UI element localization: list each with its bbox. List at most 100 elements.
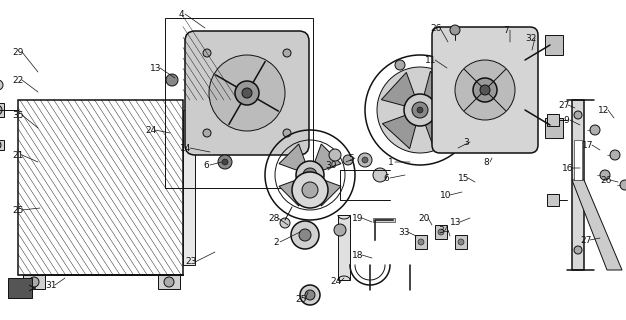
Circle shape: [303, 168, 317, 182]
Circle shape: [307, 172, 313, 178]
Bar: [165, 18, 313, 188]
Text: 35: 35: [13, 110, 24, 119]
Bar: [8, 278, 32, 298]
Circle shape: [362, 157, 368, 163]
Circle shape: [473, 78, 497, 102]
Circle shape: [458, 239, 464, 245]
Text: 24: 24: [331, 277, 342, 286]
Bar: [572, 100, 584, 270]
Circle shape: [235, 81, 259, 105]
Bar: [0, 140, 4, 150]
Circle shape: [299, 229, 311, 241]
Circle shape: [300, 285, 320, 305]
Circle shape: [166, 74, 178, 86]
Circle shape: [283, 49, 291, 57]
Circle shape: [305, 290, 315, 300]
Circle shape: [291, 221, 319, 249]
Bar: [415, 235, 427, 249]
Polygon shape: [572, 180, 622, 270]
Circle shape: [480, 85, 490, 95]
Circle shape: [218, 155, 232, 169]
Bar: [183, 110, 195, 265]
Bar: [338, 215, 350, 280]
Bar: [18, 100, 183, 275]
Bar: [23, 275, 45, 289]
Text: 7: 7: [503, 26, 509, 35]
Circle shape: [590, 125, 600, 135]
Polygon shape: [382, 116, 416, 148]
Circle shape: [404, 94, 436, 126]
Text: 21: 21: [13, 150, 24, 159]
Circle shape: [455, 60, 515, 120]
Circle shape: [343, 155, 353, 165]
Circle shape: [600, 170, 610, 180]
Bar: [158, 275, 180, 289]
Circle shape: [242, 88, 252, 98]
Circle shape: [412, 102, 428, 118]
Text: 31: 31: [45, 281, 57, 290]
Text: 33: 33: [398, 228, 410, 236]
Polygon shape: [279, 180, 305, 206]
Text: 27: 27: [558, 100, 570, 109]
Circle shape: [450, 25, 460, 35]
Circle shape: [302, 182, 318, 198]
Polygon shape: [424, 71, 458, 105]
Circle shape: [0, 105, 2, 115]
Text: 27: 27: [580, 236, 592, 244]
Circle shape: [0, 80, 3, 90]
Circle shape: [438, 229, 444, 235]
Circle shape: [620, 180, 626, 190]
Polygon shape: [315, 144, 341, 170]
Circle shape: [292, 172, 328, 208]
Circle shape: [373, 168, 387, 182]
Text: 2: 2: [273, 237, 279, 246]
Circle shape: [358, 153, 372, 167]
Text: 30: 30: [326, 161, 337, 170]
Text: 10: 10: [440, 190, 452, 199]
Circle shape: [29, 277, 39, 287]
Text: 6: 6: [203, 161, 209, 170]
Circle shape: [329, 149, 341, 161]
Text: 16: 16: [562, 164, 574, 172]
FancyBboxPatch shape: [432, 27, 538, 153]
Circle shape: [445, 70, 455, 80]
Circle shape: [418, 239, 424, 245]
Text: 18: 18: [352, 251, 364, 260]
Bar: [574, 140, 582, 180]
Text: 8: 8: [483, 157, 489, 166]
Text: 26: 26: [600, 175, 612, 185]
Polygon shape: [315, 180, 341, 206]
Circle shape: [574, 246, 582, 254]
Text: 1: 1: [388, 157, 394, 166]
Circle shape: [395, 60, 405, 70]
Bar: [373, 218, 395, 222]
Text: 13: 13: [450, 218, 462, 227]
Circle shape: [574, 111, 582, 119]
Circle shape: [610, 150, 620, 160]
Bar: [545, 118, 563, 138]
Circle shape: [460, 115, 470, 125]
Text: 34: 34: [438, 226, 449, 235]
Polygon shape: [279, 144, 305, 170]
Text: 23: 23: [185, 258, 197, 267]
Text: 25: 25: [295, 295, 307, 305]
Text: 17: 17: [582, 140, 593, 149]
Circle shape: [203, 129, 211, 137]
Text: 32: 32: [525, 34, 536, 43]
Text: 28: 28: [269, 213, 280, 222]
Text: 14: 14: [180, 143, 192, 153]
Text: 4: 4: [178, 10, 184, 19]
Circle shape: [283, 129, 291, 137]
Text: 24: 24: [145, 125, 156, 134]
Circle shape: [417, 107, 423, 113]
Text: 26: 26: [430, 23, 442, 33]
Text: 25: 25: [13, 205, 24, 214]
Circle shape: [296, 161, 324, 189]
Bar: [0, 103, 4, 117]
Text: 15: 15: [458, 173, 470, 182]
Text: 3: 3: [463, 138, 469, 147]
Circle shape: [209, 55, 285, 131]
Bar: [547, 194, 559, 206]
Bar: [435, 225, 447, 239]
Circle shape: [164, 277, 174, 287]
